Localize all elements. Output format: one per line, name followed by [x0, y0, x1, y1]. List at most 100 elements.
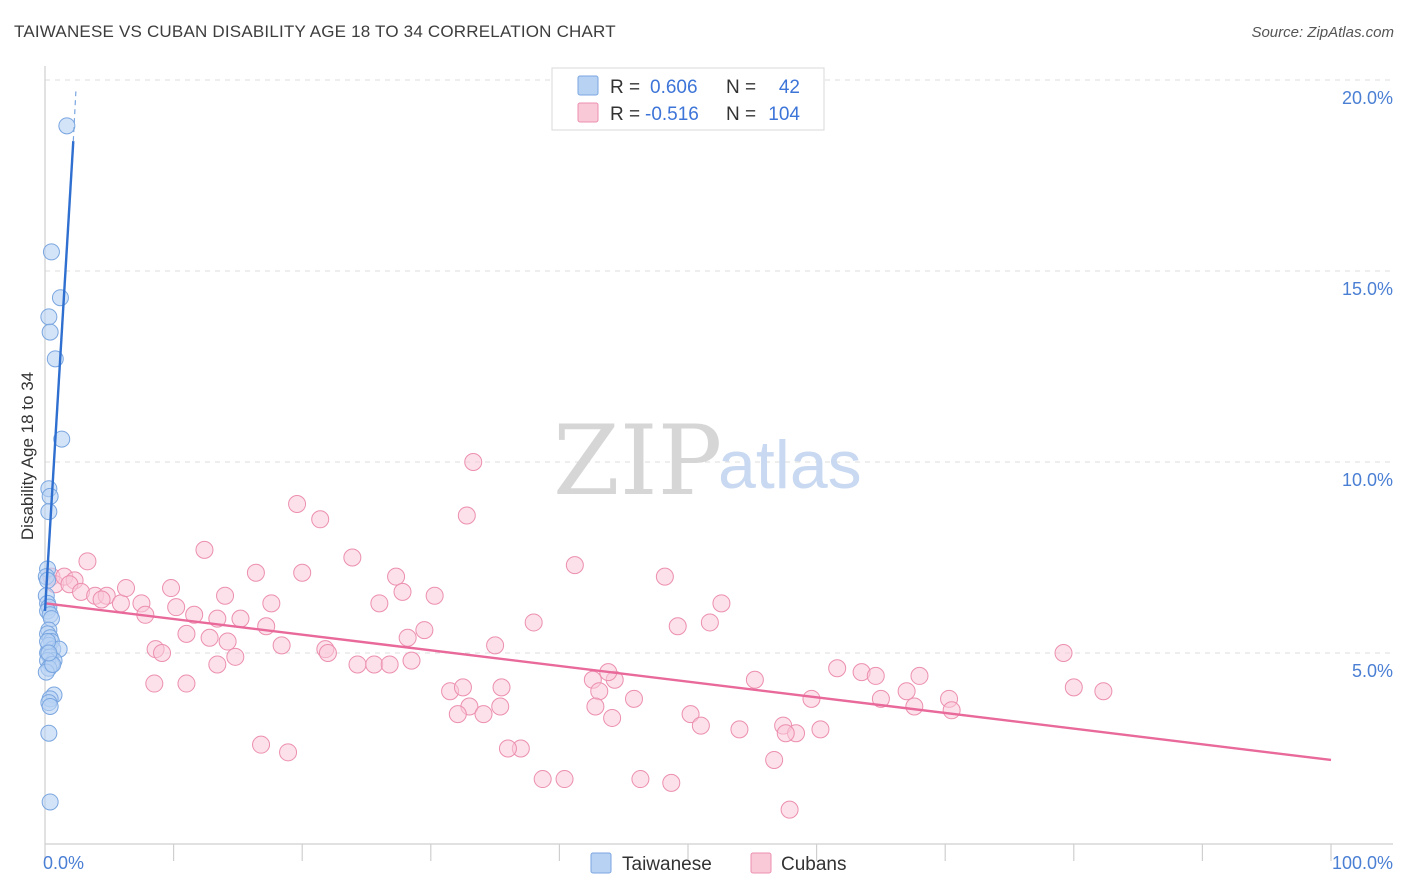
bottom-legend: Taiwanese Cubans [591, 853, 847, 875]
cubans-point [112, 595, 129, 612]
cubans-point [701, 614, 718, 631]
cubans-point [746, 671, 763, 688]
cubans-point [1065, 679, 1082, 696]
cubans-point [556, 771, 573, 788]
cubans-point [163, 580, 180, 597]
cubans-point [656, 568, 673, 585]
cubans-point [454, 679, 471, 696]
cubans-point [475, 706, 492, 723]
cubans-point [289, 496, 306, 513]
cubans-point [943, 702, 960, 719]
cubans-point [487, 637, 504, 654]
legend-r-label-taiwanese: R = [610, 77, 640, 98]
cubans-point [403, 652, 420, 669]
cubans-point [253, 736, 270, 753]
cubans-point [587, 698, 604, 715]
cubans-point [663, 774, 680, 791]
cubans-point [812, 721, 829, 738]
x-tick-labels: 0.0% 100.0% [43, 853, 1393, 873]
taiwanese-point [41, 645, 57, 661]
x-tick-label-max: 100.0% [1332, 853, 1393, 873]
legend-box: R = 0.606 N = 42 R = -0.516 N = 104 [552, 68, 824, 130]
cubans-point [209, 656, 226, 673]
cubans-point [273, 637, 290, 654]
x-tick-label-min: 0.0% [43, 853, 84, 873]
cubans-point [499, 740, 516, 757]
cubans-point [803, 690, 820, 707]
cubans-point [344, 549, 361, 566]
cubans-point [168, 599, 185, 616]
cubans-point [1055, 645, 1072, 662]
cubans-point [604, 709, 621, 726]
legend-r-value-taiwanese: 0.606 [650, 77, 698, 98]
taiwanese-point [41, 725, 57, 741]
taiwanese-point [41, 309, 57, 325]
cubans-point [449, 706, 466, 723]
cubans-point [731, 721, 748, 738]
cubans-point [178, 675, 195, 692]
cubans-point [911, 667, 928, 684]
cubans-point [492, 698, 509, 715]
taiwanese-point [52, 290, 68, 306]
cubans-point [247, 564, 264, 581]
taiwanese-trend-extension [73, 91, 76, 141]
bottom-legend-taiwanese: Taiwanese [622, 854, 712, 875]
watermark: ZIP atlas [553, 405, 862, 517]
cubans-point [829, 660, 846, 677]
cubans-point [319, 645, 336, 662]
y-axis-label-group: Disability Age 18 to 34 [18, 372, 37, 540]
watermark-atlas: atlas [718, 427, 862, 503]
legend-swatch-cubans [578, 103, 598, 122]
cubans-point [394, 583, 411, 600]
cubans-point [381, 656, 398, 673]
cubans-point [692, 717, 709, 734]
taiwanese-trend-line [45, 141, 73, 611]
y-tick-label: 5.0% [1352, 661, 1393, 681]
cubans-point [217, 587, 234, 604]
legend-n-label-cubans: N = [726, 104, 756, 125]
taiwanese-point [41, 504, 57, 520]
cubans-point [632, 771, 649, 788]
cubans-point [178, 625, 195, 642]
taiwanese-point [42, 324, 58, 340]
cubans-point [154, 645, 171, 662]
cubans-point [465, 454, 482, 471]
taiwanese-point [42, 794, 58, 810]
cubans-point [93, 591, 110, 608]
correlation-chart: ZIP atlas Disability Age 18 to 34 5.0% 10… [0, 0, 1406, 892]
legend-n-label-taiwanese: N = [726, 77, 756, 98]
cubans-point [196, 541, 213, 558]
cubans-point [493, 679, 510, 696]
cubans-point [227, 648, 244, 665]
cubans-point [426, 587, 443, 604]
cubans-point [388, 568, 405, 585]
cubans-point [79, 553, 96, 570]
grid-lines [45, 80, 1393, 653]
cubans-point [201, 629, 218, 646]
cubans-point [867, 667, 884, 684]
legend-r-value-cubans: -0.516 [645, 104, 699, 125]
taiwanese-point [42, 698, 58, 714]
cubans-point [146, 675, 163, 692]
cubans-point [781, 801, 798, 818]
cubans-point [371, 595, 388, 612]
cubans-point [898, 683, 915, 700]
cubans-point [219, 633, 236, 650]
bottom-legend-cubans: Cubans [781, 854, 847, 875]
watermark-zip: ZIP [553, 405, 722, 517]
legend-swatch-taiwanese [578, 76, 598, 95]
cubans-point [534, 771, 551, 788]
taiwanese-point [59, 118, 75, 134]
cubans-point [625, 690, 642, 707]
y-tick-labels: 5.0% 10.0% 15.0% 20.0% [1342, 88, 1393, 681]
y-axis-label: Disability Age 18 to 34 [18, 372, 37, 540]
cubans-point [1095, 683, 1112, 700]
cubans-point [416, 622, 433, 639]
cubans-point [366, 656, 383, 673]
y-tick-label: 15.0% [1342, 279, 1393, 299]
cubans-point [312, 511, 329, 528]
cubans-point [232, 610, 249, 627]
legend-n-value-cubans: 104 [768, 104, 800, 125]
y-tick-label: 10.0% [1342, 470, 1393, 490]
bottom-legend-swatch-taiwanese [591, 853, 611, 873]
